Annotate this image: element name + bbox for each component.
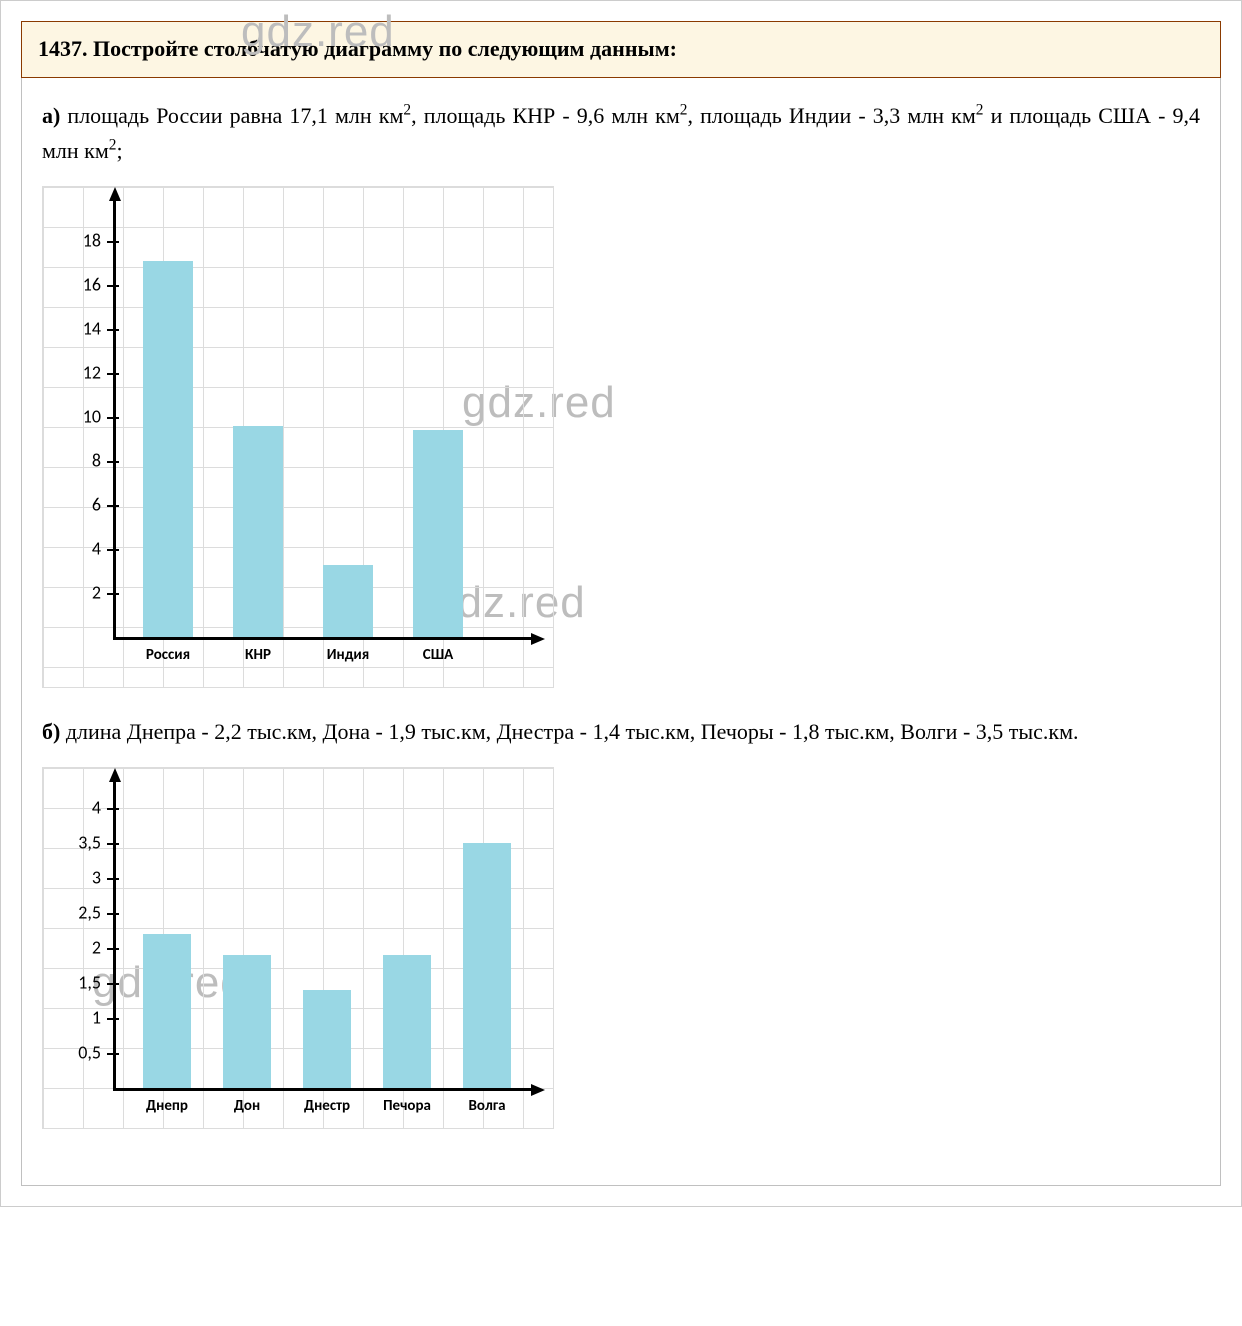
y-tick-label: 8 <box>61 447 101 476</box>
task-number: 1437. <box>38 36 88 61</box>
y-tick-label: 2 <box>61 934 101 963</box>
y-tick <box>107 241 119 243</box>
bar <box>233 426 283 637</box>
arrow-up-icon <box>109 187 121 201</box>
y-tick <box>107 913 119 915</box>
x-label: КНР <box>223 643 293 667</box>
y-tick <box>107 808 119 810</box>
bar <box>303 990 351 1088</box>
part-b-text: б) длина Днепра - 2,2 тыс.км, Дона - 1,9… <box>42 714 1200 749</box>
x-label: Днепр <box>133 1094 201 1118</box>
task-header: 1437. Постройте столбчатую диаграмму по … <box>21 21 1221 78</box>
y-tick <box>107 329 119 331</box>
arrow-up-icon <box>109 768 121 782</box>
bar <box>383 955 431 1088</box>
sup-2: 2 <box>109 137 117 154</box>
y-tick-label: 0,5 <box>61 1039 101 1068</box>
y-tick <box>107 843 119 845</box>
sup-2: 2 <box>403 101 411 118</box>
part-a-seg2: , площадь КНР - 9,6 млн км <box>411 103 680 128</box>
task-title: Постройте столбчатую диаграмму по следую… <box>93 36 677 61</box>
arrow-right-icon <box>531 633 545 645</box>
bar <box>143 261 193 637</box>
part-b-letter: б) <box>42 719 60 744</box>
y-tick <box>107 373 119 375</box>
y-tick <box>107 549 119 551</box>
y-axis <box>113 778 116 1088</box>
x-label: США <box>403 643 473 667</box>
y-tick-label: 2,5 <box>61 899 101 928</box>
x-axis <box>113 637 533 640</box>
y-tick <box>107 1018 119 1020</box>
y-tick <box>107 461 119 463</box>
x-axis <box>113 1088 533 1091</box>
y-tick-label: 3,5 <box>61 829 101 858</box>
chart-a: 2 4 6 8 10 12 14 16 18 Россия КНР Индия США <box>42 186 562 688</box>
part-a-seg3: , площадь Индии - 3,3 млн км <box>687 103 975 128</box>
part-a-text: а) площадь России равна 17,1 млн км2, пл… <box>42 98 1200 168</box>
x-label: Россия <box>133 643 203 667</box>
y-tick-label: 12 <box>61 359 101 388</box>
chart-b-grid: 0,5 1 1,5 2 2,5 3 3,5 4 Днепр Дон Днестр Печора Волг… <box>42 767 554 1129</box>
x-label: Волга <box>453 1094 521 1118</box>
part-a-seg1: площадь России равна 17,1 млн км <box>60 103 403 128</box>
chart-b: 0,5 1 1,5 2 2,5 3 3,5 4 Днепр Дон Днестр Печора Волг… <box>42 767 562 1129</box>
y-tick-label: 4 <box>61 535 101 564</box>
x-label: Днестр <box>293 1094 361 1118</box>
y-tick <box>107 878 119 880</box>
y-tick-label: 1,5 <box>61 969 101 998</box>
part-a-letter: а) <box>42 103 60 128</box>
x-label: Индия <box>313 643 383 667</box>
bar <box>143 934 191 1088</box>
bar <box>463 843 511 1088</box>
part-b-body: длина Днепра - 2,2 тыс.км, Дона - 1,9 ты… <box>60 719 1078 744</box>
y-tick-label: 16 <box>61 271 101 300</box>
y-tick-label: 3 <box>61 864 101 893</box>
y-tick-label: 4 <box>61 794 101 823</box>
y-tick-label: 14 <box>61 315 101 344</box>
y-tick-label: 6 <box>61 491 101 520</box>
task-body: gdz.red gdz.red gdz.red а) площадь Росси… <box>21 78 1221 1187</box>
y-tick <box>107 417 119 419</box>
y-tick <box>107 505 119 507</box>
y-tick-label: 2 <box>61 579 101 608</box>
bar <box>323 565 373 638</box>
x-label: Дон <box>213 1094 281 1118</box>
y-tick-label: 18 <box>61 227 101 256</box>
y-tick-label: 1 <box>61 1004 101 1033</box>
page: gdz.red 1437. Постройте столбчатую диагр… <box>0 0 1242 1207</box>
part-a-end: ; <box>117 138 123 163</box>
y-tick-label: 10 <box>61 403 101 432</box>
chart-a-grid: 2 4 6 8 10 12 14 16 18 Россия КНР Индия США <box>42 186 554 688</box>
y-tick <box>107 1053 119 1055</box>
bar <box>223 955 271 1088</box>
bar <box>413 430 463 637</box>
x-label: Печора <box>373 1094 441 1118</box>
arrow-right-icon <box>531 1084 545 1096</box>
y-tick <box>107 983 119 985</box>
y-tick <box>107 285 119 287</box>
y-tick <box>107 593 119 595</box>
y-tick <box>107 948 119 950</box>
